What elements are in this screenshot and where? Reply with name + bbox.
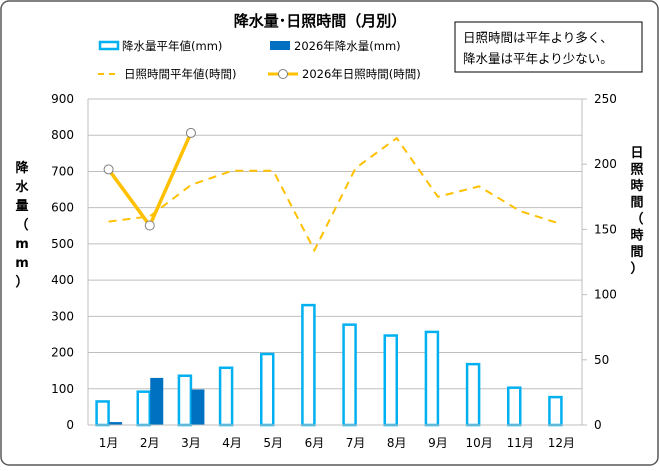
note-line: 日照時間は平年より多く、 <box>463 30 613 45</box>
x-tick-label: 11月 <box>507 436 534 450</box>
right-axis-label-char: 時 <box>630 178 643 194</box>
left-axis-label-char: m <box>15 237 29 252</box>
x-tick-label: 9月 <box>428 436 448 450</box>
left-tick-label: 500 <box>51 237 74 251</box>
right-axis-label-char: 日 <box>630 146 643 161</box>
bar-2026-precip <box>191 389 205 425</box>
bar-2026-precip <box>109 422 123 425</box>
bar-normal-precip <box>424 330 440 427</box>
x-tick-label: 12月 <box>548 436 575 450</box>
bar-normal-precip <box>507 386 522 427</box>
legend-label: 降水量平年値(mm) <box>122 39 222 53</box>
legend-label: 2026年降水量(mm) <box>294 39 401 53</box>
left-tick-label: 800 <box>51 128 74 142</box>
bar-normal-precip <box>548 395 563 427</box>
bar-normal-precip <box>301 303 316 427</box>
legend: 降水量平年値(mm) 2026年降水量(mm) 日照時間平年値(時間) 2026… <box>98 39 421 81</box>
left-tick-label: 700 <box>51 164 74 178</box>
right-axis-label-char: ） <box>630 261 643 277</box>
right-axis-label-char: 照 <box>630 163 643 178</box>
x-tick-label: 10月 <box>465 436 492 450</box>
bar-normal-precip <box>136 390 151 427</box>
right-tick-label: 250 <box>594 92 617 106</box>
legend-swatch-normal-precip <box>98 40 120 51</box>
note-box: 日照時間は平年より多く、 降水量は平年より少ない。 <box>454 21 643 73</box>
x-tick-label: 3月 <box>181 436 201 450</box>
x-tick-label: 8月 <box>387 436 407 450</box>
left-axis-label-char: m <box>15 256 29 271</box>
left-axis-label-char: ） <box>15 274 28 290</box>
left-axis-label-char: 降 <box>15 160 29 176</box>
point-2026-sunshine <box>103 164 114 175</box>
left-tick-label: 900 <box>51 92 74 106</box>
left-tick-label: 200 <box>51 346 74 360</box>
x-tick-label: 2月 <box>140 436 160 450</box>
bar-normal-precip <box>342 323 357 427</box>
bar-normal-precip <box>218 366 234 427</box>
right-axis-label-char: （ <box>630 211 643 227</box>
left-axis-label-char: （ <box>15 217 28 233</box>
point-2026-sunshine <box>185 127 196 138</box>
x-tick-label: 5月 <box>263 436 283 450</box>
bar-normal-precip <box>177 374 193 427</box>
legend-marker <box>278 69 288 79</box>
right-tick-label: 100 <box>594 288 617 302</box>
right-tick-label: 150 <box>594 222 617 236</box>
right-tick-label: 200 <box>594 157 617 171</box>
left-tick-label: 600 <box>51 201 74 215</box>
x-tick-label: 1月 <box>99 436 119 450</box>
bar-normal-precip <box>260 352 275 427</box>
x-tick-label: 4月 <box>222 436 242 450</box>
x-tick-label: 6月 <box>305 436 325 450</box>
right-tick-label: 50 <box>594 353 609 367</box>
x-tick-label: 7月 <box>346 436 366 450</box>
legend-label: 日照時間平年値(時間) <box>124 67 236 81</box>
left-axis-label-char: 量 <box>15 199 28 214</box>
right-axis-label-char: 時 <box>630 228 643 244</box>
left-tick-label: 300 <box>51 309 74 323</box>
left-tick-label: 0 <box>66 418 74 432</box>
legend-label: 2026年日照時間(時間) <box>302 67 421 81</box>
line-normal-sunshine <box>108 136 562 253</box>
left-tick-label: 400 <box>51 273 74 287</box>
right-tick-label: 0 <box>594 418 602 432</box>
right-axis-label-char: 間 <box>630 196 643 211</box>
right-axis-label-char: 間 <box>630 245 643 260</box>
bar-normal-precip <box>465 362 481 427</box>
bar-2026-precip <box>150 377 164 425</box>
bar-normal-precip <box>383 334 398 427</box>
note-line: 降水量は平年より少ない。 <box>463 51 613 66</box>
left-axis-label-char: 水 <box>15 179 29 195</box>
point-2026-sunshine <box>144 220 155 231</box>
bar-normal-precip <box>95 400 110 427</box>
legend-swatch-2026-precip <box>270 41 290 50</box>
chart-title: 降水量･日照時間（月別） <box>234 12 407 30</box>
left-tick-label: 100 <box>51 382 74 396</box>
